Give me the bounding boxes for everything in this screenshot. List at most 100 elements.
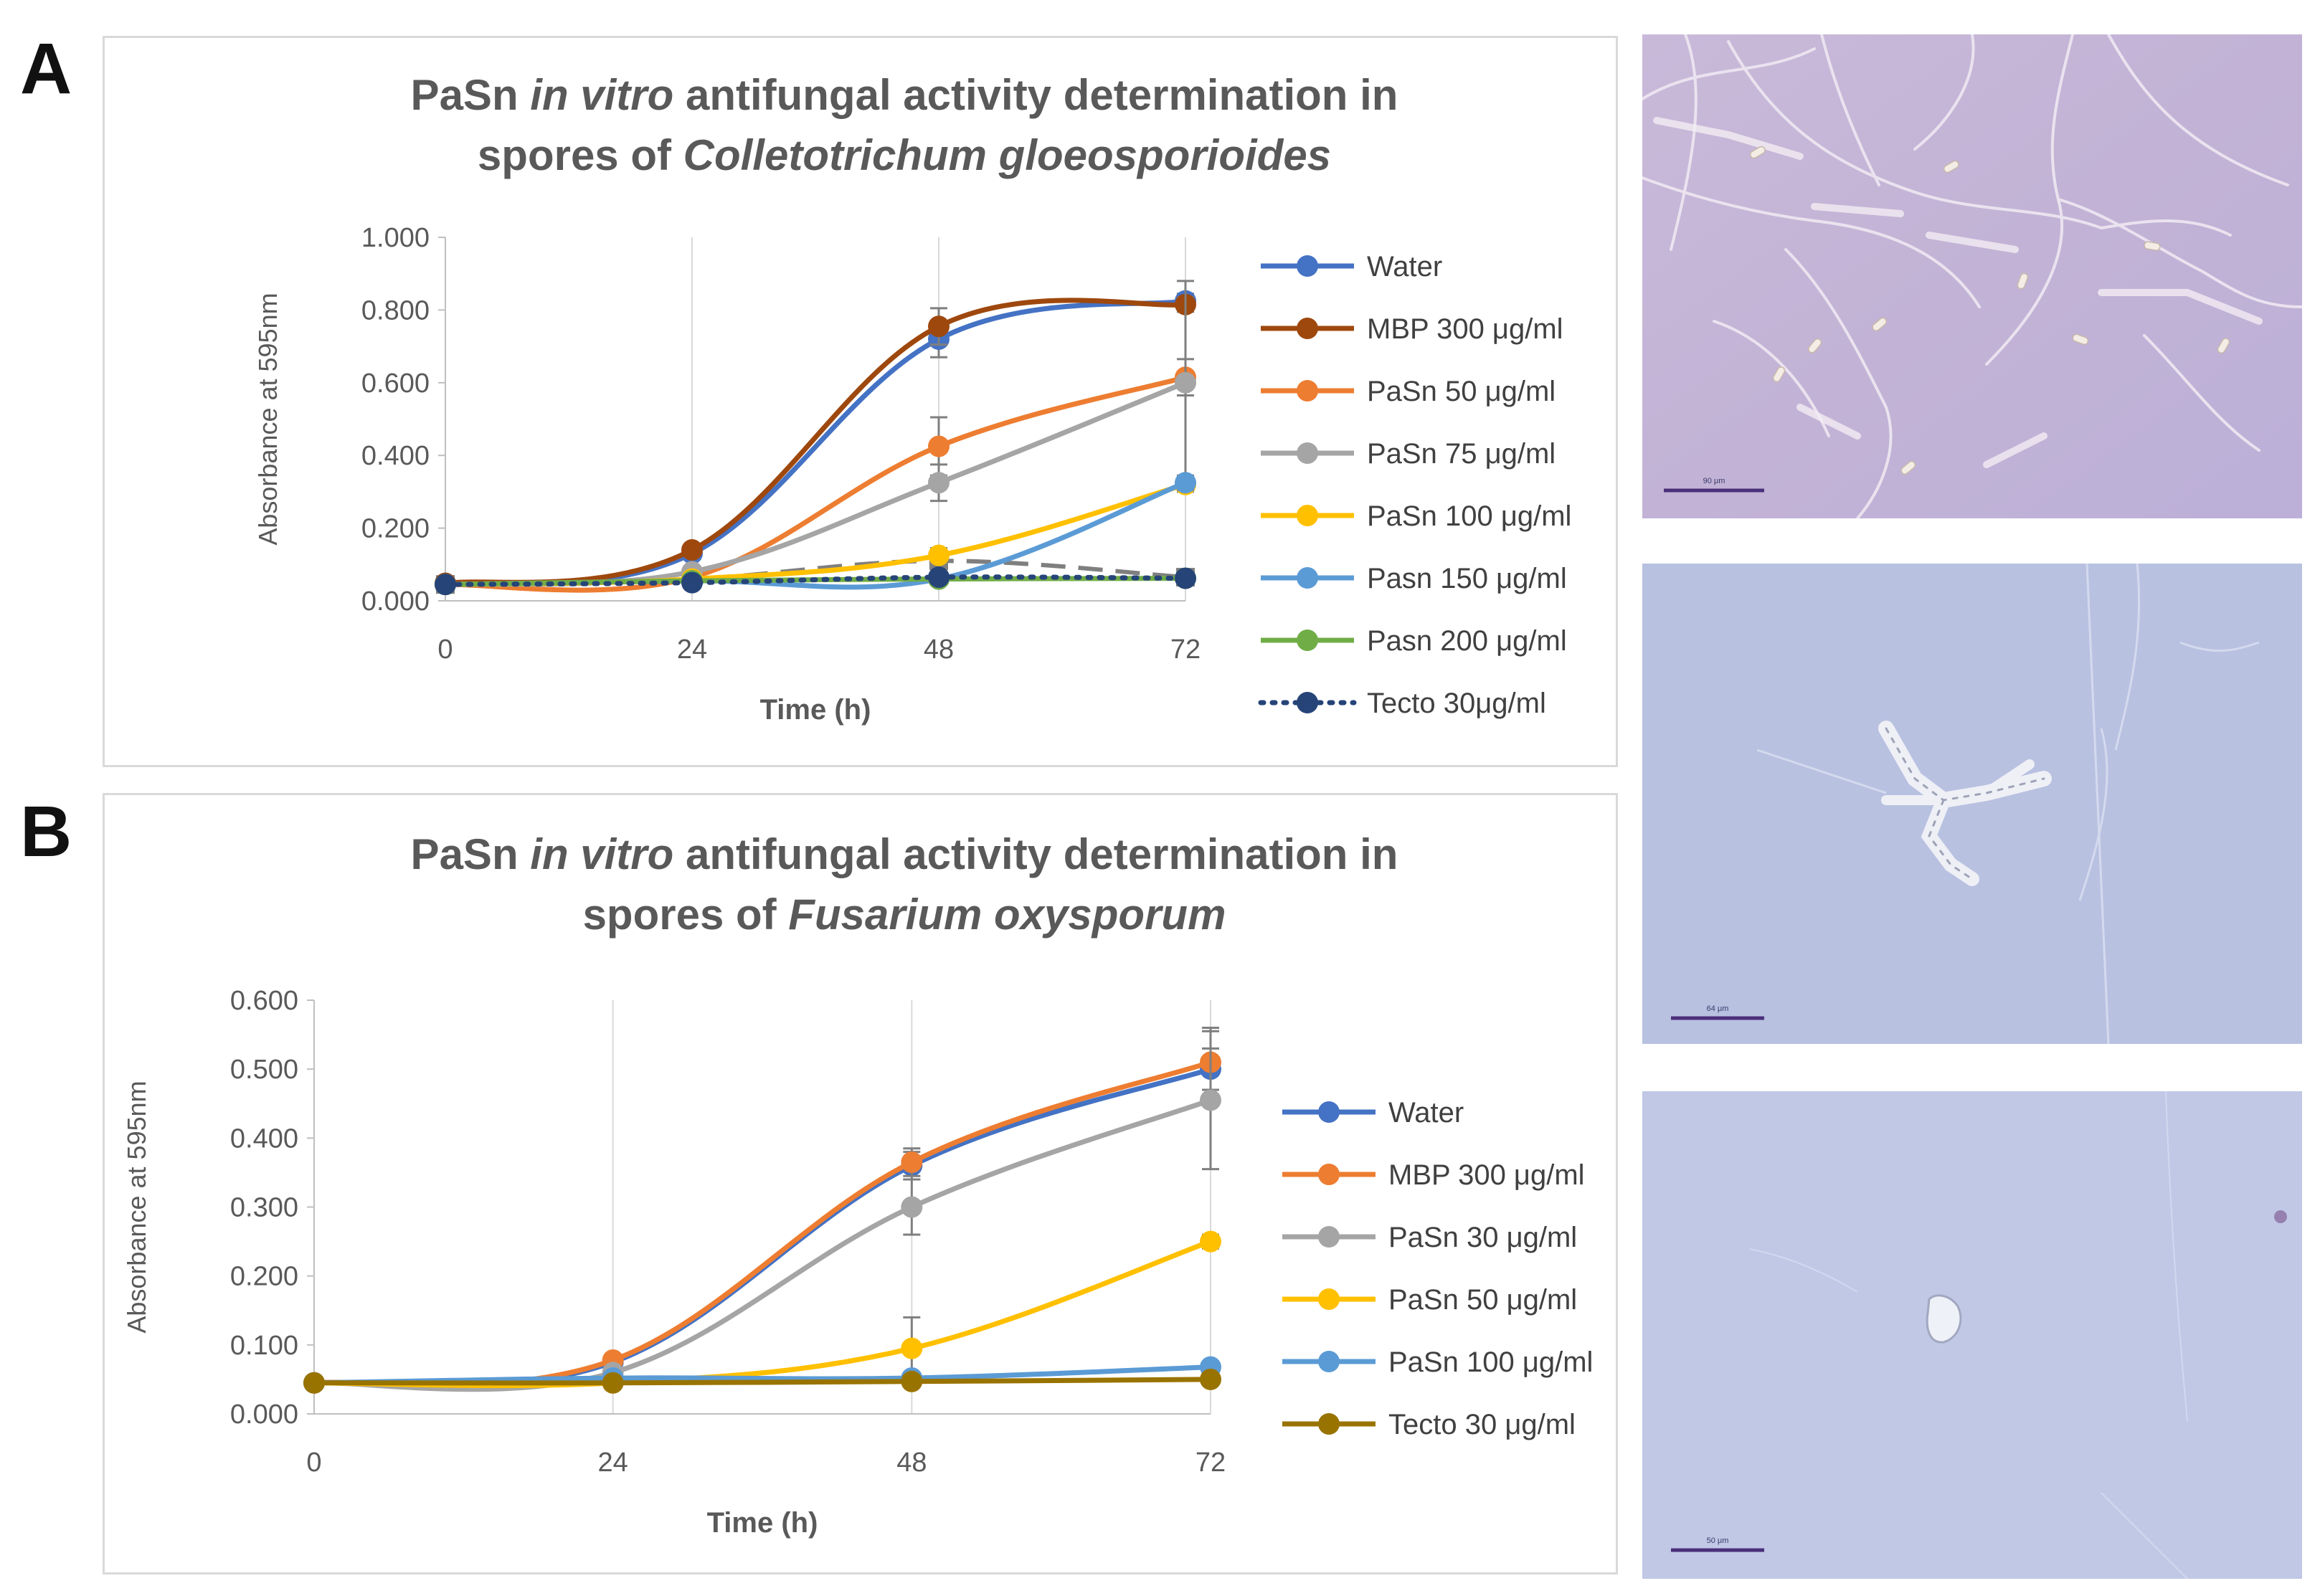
chart-a-series-7-point-0 <box>435 574 456 596</box>
chart-a-series-5-point-3 <box>1175 472 1196 494</box>
chart-b-legend-label-1: MBP 300 μg/ml <box>1388 1159 1585 1191</box>
chart-a-series-line-3 <box>445 380 1187 587</box>
micrograph-c: 90 μm <box>1642 34 2302 518</box>
chart-a-series-7-point-2 <box>928 566 950 589</box>
chart-a-series-line-0 <box>445 298 1186 586</box>
chart-b-legend-label-3: PaSn 50 μg/ml <box>1388 1284 1577 1316</box>
chart-b-series-5-point-3 <box>1200 1368 1221 1390</box>
micrograph-d-background <box>1642 564 2302 1044</box>
chart-b-x-tick-label-2: 48 <box>896 1448 927 1478</box>
chart-a-y-tick-label-1: 0.200 <box>361 514 430 544</box>
chart-a-series-4-point-2 <box>928 544 950 566</box>
chart-b-x-tick-label-0: 0 <box>306 1448 321 1478</box>
chart-b-y-axis-title: Absorbance at 595nm <box>122 1080 151 1333</box>
chart-b-legend-label-2: PaSn 30 μg/ml <box>1388 1222 1577 1253</box>
chart-a-y-tick-label-0: 0.000 <box>361 586 430 617</box>
chart-a-extra-series-line-0 <box>445 559 1186 587</box>
chart-b-series-2-point-3 <box>1200 1089 1221 1111</box>
micrograph-d: 64 μm <box>1642 564 2302 1044</box>
chart-b-series-line-2 <box>313 1098 1212 1392</box>
micrograph-c-background <box>1642 34 2302 518</box>
chart-b-series-5-point-0 <box>303 1372 325 1394</box>
chart-a-series-3-point-3 <box>1175 371 1196 394</box>
chart-a-container: PaSn in vitro antifungal activity determ… <box>103 36 1618 767</box>
chart-a-x-tick-label-3: 72 <box>1170 635 1201 665</box>
chart-a-legend-marker-3 <box>1297 442 1318 464</box>
chart-b-legend-marker-4 <box>1318 1351 1340 1372</box>
chart-a-legend-label-4: PaSn 100 μg/ml <box>1367 500 1571 532</box>
single-spore <box>1926 1294 1962 1344</box>
chart-a-series-3-point-2 <box>928 472 950 494</box>
chart-b-series-line-3 <box>313 1239 1212 1389</box>
chart-b-series-3-point-2 <box>901 1337 923 1359</box>
chart-a-x-tick-label-0: 0 <box>437 635 453 665</box>
chart-b-series-line-0 <box>313 1066 1212 1389</box>
chart-b-y-tick-label-5: 0.500 <box>230 1055 298 1085</box>
chart-a-series-line-7 <box>442 574 1188 587</box>
chart-b-legend-label-4: PaSn 100 μg/ml <box>1388 1346 1593 1378</box>
faint-lines <box>1749 1091 2188 1579</box>
chart-a: PaSn in vitro antifungal activity determ… <box>253 71 1571 726</box>
chart-b-y-tick-label-2: 0.200 <box>230 1262 298 1292</box>
chart-a-legend-label-3: PaSn 75 μg/ml <box>1367 438 1556 470</box>
chart-a-y-tick-label-5: 1.000 <box>361 223 430 253</box>
fungal-cluster <box>1878 721 2052 886</box>
chart-b-series-line-1 <box>313 1060 1212 1387</box>
faint-hyphae <box>1756 564 2260 1044</box>
chart-a-x-tick-label-2: 48 <box>924 635 954 665</box>
chart-b-legend-marker-3 <box>1318 1288 1340 1310</box>
chart-a-title-line-1: PaSn in vitro antifungal activity determ… <box>411 71 1398 119</box>
chart-a-series-7-point-3 <box>1175 567 1196 589</box>
chart-b-x-tick-label-3: 72 <box>1195 1448 1226 1478</box>
chart-a-legend-marker-7 <box>1297 692 1318 713</box>
chart-b-legend-label-0: Water <box>1388 1097 1464 1129</box>
chart-a-legend-label-7: Tecto 30μg/ml <box>1367 688 1546 719</box>
chart-b-legend-marker-0 <box>1318 1101 1340 1123</box>
chart-a-x-tick-label-1: 24 <box>677 635 707 665</box>
chart-a-legend-marker-1 <box>1297 318 1318 339</box>
chart-a-legend-marker-5 <box>1297 567 1318 589</box>
chart-a-legend-marker-4 <box>1297 505 1318 526</box>
hyphae-branches <box>1653 117 2263 468</box>
chart-b-legend-marker-1 <box>1318 1164 1340 1185</box>
chart-b-x-tick-label-1: 24 <box>598 1448 628 1478</box>
scale-label-e: 50 μm <box>1707 1536 1729 1545</box>
chart-b-title-line-2: spores of Fusarium oxysporum <box>583 890 1226 939</box>
chart-a-legend-marker-0 <box>1297 255 1318 277</box>
chart-a-y-tick-label-4: 0.800 <box>361 295 430 326</box>
chart-b-series-2-point-2 <box>901 1196 923 1218</box>
micrograph-e: 50 μm <box>1642 1091 2302 1579</box>
chart-b-y-tick-label-6: 0.600 <box>230 986 298 1016</box>
chart-a-series-2-point-2 <box>928 435 950 457</box>
chart-b-series-5-point-2 <box>901 1370 923 1392</box>
chart-a-legend-label-2: PaSn 50 μg/ml <box>1367 376 1556 407</box>
chart-b-series-3-point-3 <box>1200 1230 1221 1253</box>
scale-label-c: 90 μm <box>1703 477 1725 485</box>
chart-a-x-axis-title: Time (h) <box>760 694 871 726</box>
chart-b-series-5-point-1 <box>602 1372 624 1394</box>
chart-b-y-tick-label-1: 0.100 <box>230 1331 298 1361</box>
chart-a-legend-marker-6 <box>1297 630 1318 651</box>
chart-a-series-line-2 <box>445 374 1186 593</box>
chart-b-legend-marker-2 <box>1318 1226 1340 1248</box>
chart-b-y-tick-label-0: 0.000 <box>230 1400 298 1430</box>
chart-a-series-1-point-2 <box>928 315 950 338</box>
panel-label-a: A <box>20 29 72 109</box>
chart-a-series-1-point-1 <box>681 539 703 561</box>
chart-b-series-1-point-2 <box>901 1151 923 1173</box>
chart-a-y-tick-label-2: 0.400 <box>361 441 430 471</box>
micrograph-e-background <box>1642 1091 2302 1579</box>
spores <box>1749 146 2230 475</box>
chart-b-title-line-1: PaSn in vitro antifungal activity determ… <box>411 830 1398 878</box>
chart-b-y-tick-label-4: 0.400 <box>230 1124 298 1154</box>
chart-a-series-line-1 <box>445 298 1186 586</box>
chart-a-legend-label-0: Water <box>1367 251 1442 282</box>
panel-label-b: B <box>20 792 72 872</box>
chart-a-series-7-point-1 <box>681 571 703 594</box>
chart-a-legend-label-6: Pasn 200 μg/ml <box>1367 625 1567 657</box>
debris-dot <box>2274 1210 2287 1223</box>
scale-label-d: 64 μm <box>1707 1004 1729 1013</box>
chart-b-x-axis-title: Time (h) <box>707 1507 818 1539</box>
chart-a-title-line-2: spores of Colletotrichum gloeosporioides <box>478 131 1331 179</box>
chart-b: PaSn in vitro antifungal activity determ… <box>122 830 1593 1539</box>
